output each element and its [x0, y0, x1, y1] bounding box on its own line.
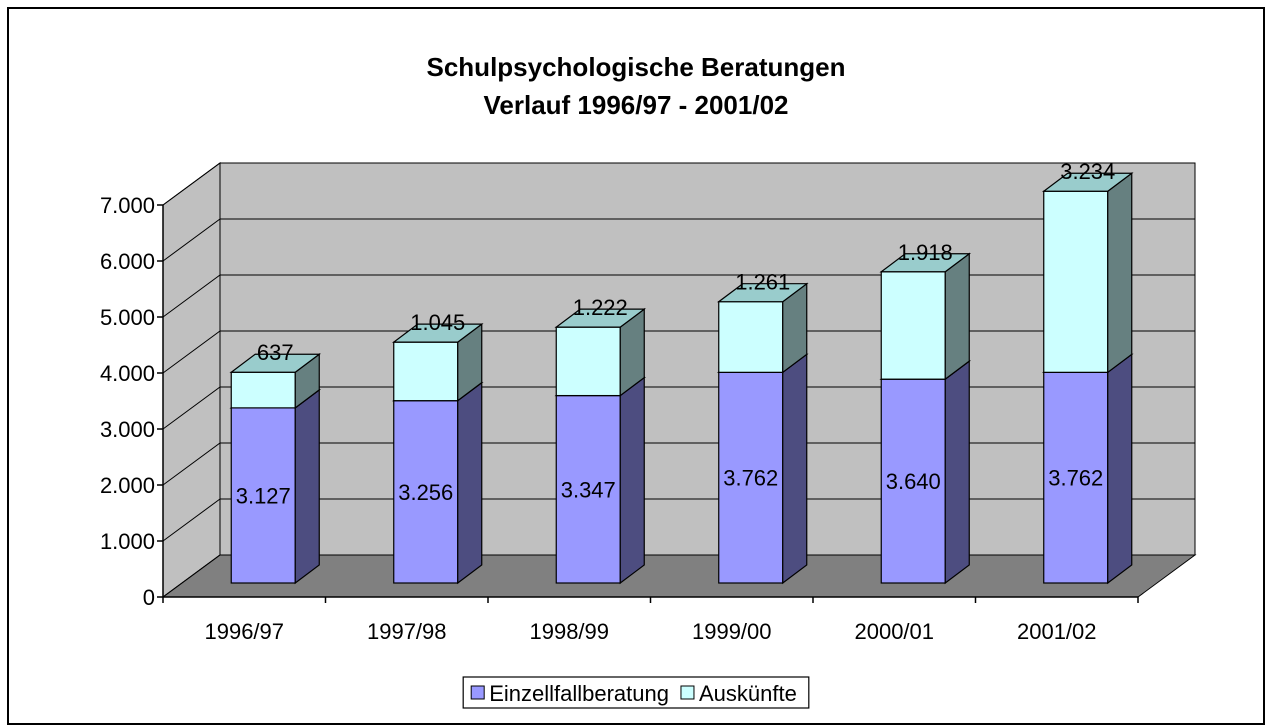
value-label: 1.045: [410, 310, 465, 335]
legend-label: Einzellfallberatung: [489, 681, 669, 706]
y-tick-label: 5.000: [100, 305, 155, 330]
value-label: 3.762: [723, 466, 778, 491]
bar-top: [716, 283, 809, 303]
grid-line: [162, 218, 1195, 262]
y-tick-label: 2.000: [100, 473, 155, 498]
value-label: 3.127: [236, 483, 291, 508]
legend: [462, 676, 810, 709]
bar: [555, 394, 621, 584]
x-tick-label: 1998/99: [529, 619, 609, 644]
bar: [393, 341, 459, 402]
x-tick-label: 1996/97: [204, 619, 284, 644]
grid-line: [162, 386, 1195, 430]
bar-side: [457, 381, 483, 585]
bar-top: [229, 353, 322, 373]
x-tick-label: 1997/98: [367, 619, 447, 644]
legend-swatch: [680, 685, 695, 700]
grid-line: [162, 554, 1195, 598]
side-wall: [162, 162, 221, 598]
bar-side: [294, 388, 320, 585]
legend-swatch: [470, 685, 485, 700]
value-label: 3.256: [398, 480, 453, 505]
bar: [880, 271, 946, 380]
value-label: 3.347: [561, 477, 616, 502]
bar: [1043, 371, 1109, 584]
bar-side: [944, 252, 970, 381]
grid-line: [162, 330, 1195, 374]
bar-side: [1107, 172, 1133, 374]
value-label: 637: [257, 340, 294, 365]
grid-line: [162, 498, 1195, 542]
chart-subtitle: Verlauf 1996/97 - 2001/02: [483, 90, 788, 120]
bar-side: [619, 376, 645, 585]
bar-top: [1041, 172, 1134, 192]
bar: [718, 301, 784, 373]
y-tick-label: 0: [143, 585, 155, 610]
bar: [555, 326, 621, 397]
chart-title: Schulpsychologische Beratungen: [427, 52, 846, 82]
bar-top: [391, 323, 484, 343]
grid-line: [162, 274, 1195, 318]
value-label: 1.261: [735, 270, 790, 295]
grid-line: [162, 162, 1195, 206]
bar-side: [944, 359, 970, 585]
y-tick-label: 6.000: [100, 249, 155, 274]
value-label: 3.640: [886, 469, 941, 494]
bar: [880, 378, 946, 584]
bar-side: [1107, 353, 1133, 585]
grid-line: [162, 442, 1195, 486]
bar: [1043, 190, 1109, 373]
y-tick-label: 4.000: [100, 361, 155, 386]
y-tick-label: 3.000: [100, 417, 155, 442]
value-label: 3.234: [1060, 159, 1115, 184]
y-tick-label: 1.000: [100, 529, 155, 554]
bar-side: [782, 353, 808, 585]
y-tick-label: 7.000: [100, 193, 155, 218]
legend-label: Auskünfte: [699, 681, 797, 706]
x-tick-label: 1999/00: [692, 619, 772, 644]
x-tick-label: 2001/02: [1017, 619, 1097, 644]
bar-top: [554, 308, 647, 328]
bar-top: [879, 253, 972, 273]
value-label: 1.918: [898, 240, 953, 265]
value-label: 3.762: [1048, 466, 1103, 491]
x-tick-label: 2000/01: [854, 619, 934, 644]
bar: [393, 400, 459, 584]
bar: [230, 371, 296, 409]
value-label: 1.222: [573, 295, 628, 320]
bar: [230, 407, 296, 584]
